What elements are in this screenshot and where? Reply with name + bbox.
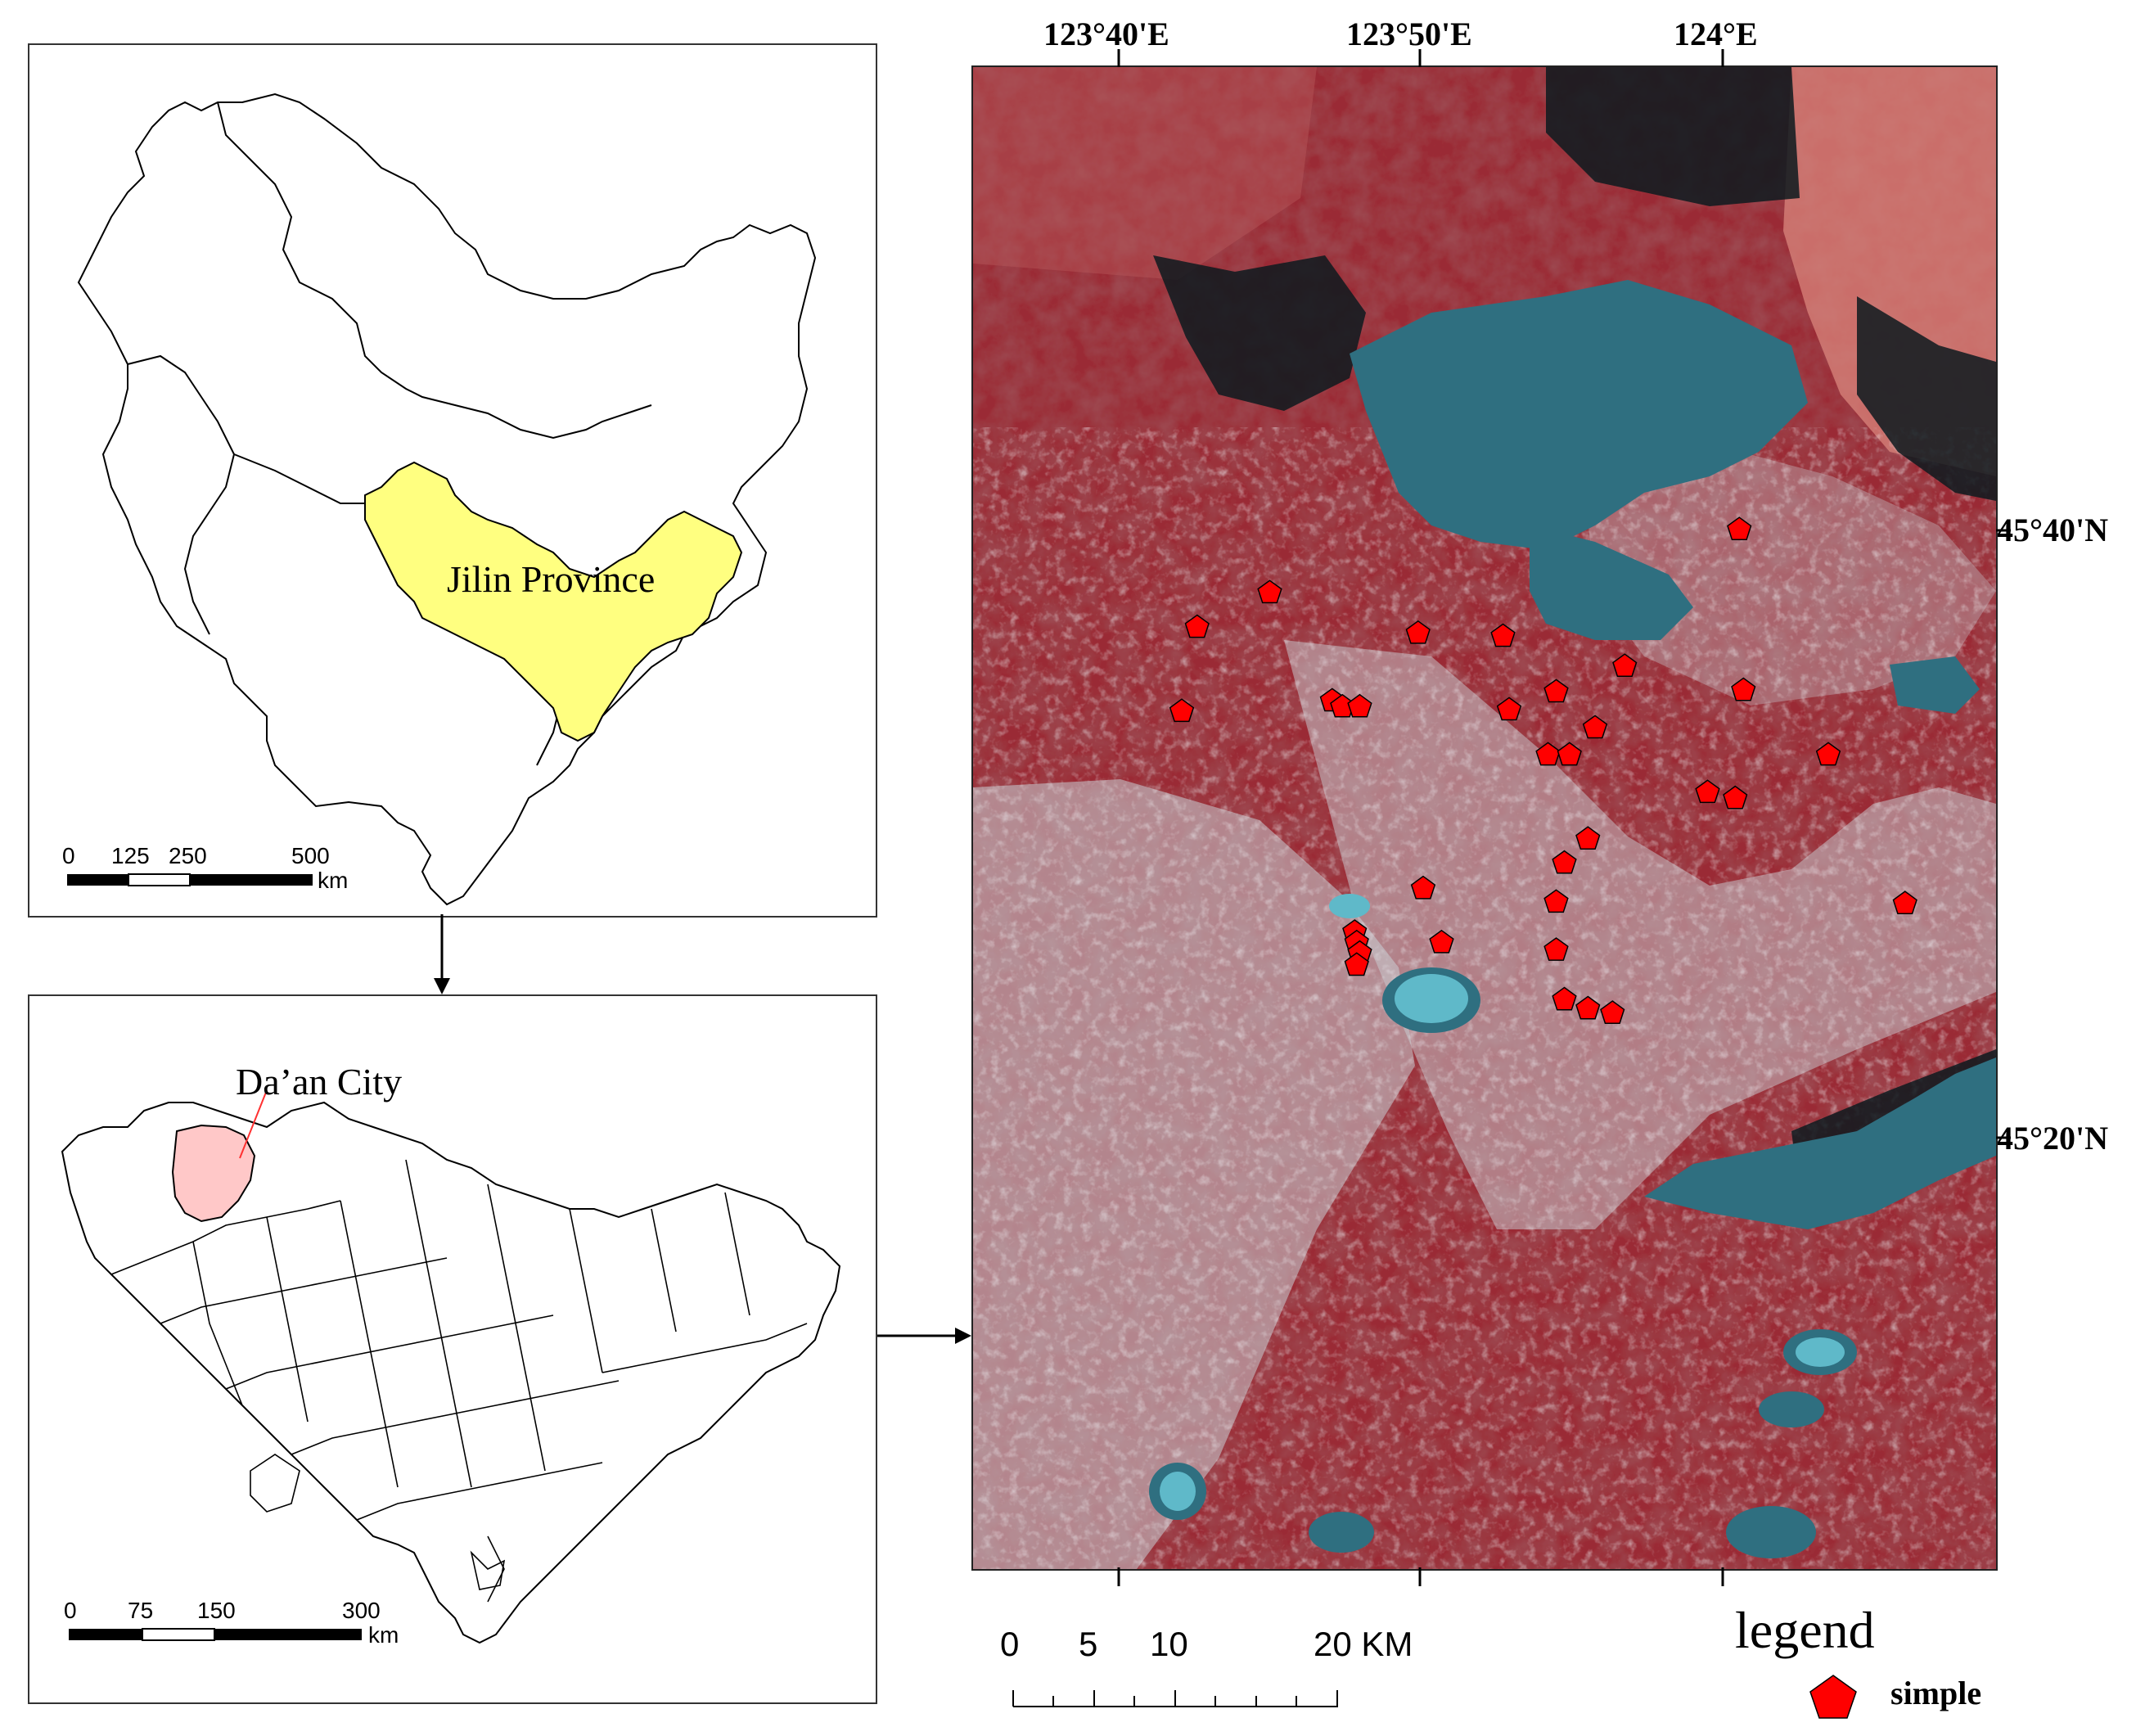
farmland-north bbox=[973, 67, 1317, 280]
sample-point-12 bbox=[1347, 693, 1372, 718]
scale-tick-0: 0 bbox=[62, 843, 75, 868]
scale-unit: km bbox=[318, 868, 348, 893]
sample-point-15 bbox=[1535, 742, 1561, 766]
sample-point-1 bbox=[1727, 516, 1752, 541]
sample-point-2 bbox=[1184, 614, 1210, 638]
saline-land bbox=[973, 427, 1996, 1569]
sample-point-24 bbox=[1892, 891, 1917, 914]
province-boundary-west bbox=[127, 354, 236, 635]
sample-point-20 bbox=[1575, 826, 1601, 850]
jilin-province-label: Jilin Province bbox=[447, 558, 655, 600]
sample-point-7 bbox=[1612, 653, 1638, 678]
sample-point-19 bbox=[1723, 785, 1748, 809]
sample-point-6 bbox=[1490, 623, 1516, 647]
sample-point-32 bbox=[1575, 995, 1601, 1020]
jilin-scale-bar: 0 75 150 300 km bbox=[64, 1598, 399, 1648]
sample-point-23 bbox=[1543, 889, 1569, 913]
sample-point-5 bbox=[1405, 620, 1431, 644]
scale-tick-2: 150 bbox=[197, 1598, 236, 1623]
overview-map-panel: Jilin Province 0 125 250 500 km bbox=[28, 43, 877, 918]
pentagon-icon bbox=[1809, 1675, 1857, 1719]
sample-point-29 bbox=[1344, 952, 1369, 976]
light-water-bodies bbox=[1160, 894, 1845, 1511]
northeast-china-map: Jilin Province 0 125 250 500 km bbox=[62, 92, 817, 906]
jilin-counties-map: Da’an City 0 75 150 300 km bbox=[61, 1061, 841, 1648]
sample-point-3 bbox=[1257, 579, 1282, 604]
latitude-label-2: 45°20'N bbox=[1997, 1120, 2108, 1157]
sample-point-4 bbox=[1169, 698, 1195, 723]
daan-city-shape bbox=[171, 1124, 256, 1223]
scale-tick-2: 250 bbox=[169, 843, 207, 868]
overview-scale-bar: 0 125 250 500 km bbox=[62, 843, 348, 893]
latitude-label-1: 45°40'N bbox=[1997, 512, 2108, 548]
sample-point-30 bbox=[1543, 937, 1569, 961]
sample-point-13 bbox=[1496, 697, 1522, 721]
daan-leader-line bbox=[239, 1089, 268, 1159]
sample-point-31 bbox=[1552, 986, 1577, 1011]
scale-tick-1: 75 bbox=[128, 1598, 153, 1623]
legend-item-label: simple bbox=[1890, 1675, 1982, 1711]
satellite-image bbox=[971, 65, 1998, 1571]
sample-point-25 bbox=[1429, 929, 1454, 954]
scale-unit: km bbox=[368, 1622, 399, 1648]
province-boundary-north bbox=[217, 101, 652, 440]
scale-tick-3: 300 bbox=[342, 1598, 381, 1623]
sample-point-9 bbox=[1731, 677, 1756, 701]
satellite-imagery bbox=[973, 67, 1996, 1569]
sample-point-21 bbox=[1552, 850, 1577, 874]
satellite-scale-tick-1: 5 bbox=[1079, 1625, 1098, 1663]
satellite-scale-tick-3: 20 KM bbox=[1314, 1625, 1413, 1663]
sample-point-17 bbox=[1815, 742, 1841, 766]
scale-tick-3: 500 bbox=[291, 843, 330, 868]
longitude-label-2: 123°50'E bbox=[1346, 16, 1472, 52]
jilin-province-shape bbox=[364, 461, 743, 742]
sample-point-18 bbox=[1695, 779, 1720, 804]
jilin-map-panel: Da’an City 0 75 150 300 km bbox=[28, 994, 877, 1704]
map-ticks bbox=[1117, 49, 2011, 1586]
longitude-label-1: 123°40'E bbox=[1043, 16, 1169, 52]
longitude-label-3: 124°E bbox=[1674, 16, 1758, 52]
daan-city-label: Da’an City bbox=[236, 1061, 402, 1102]
sample-point-14 bbox=[1582, 715, 1608, 739]
sample-point-16 bbox=[1557, 742, 1582, 766]
satellite-scale-bar bbox=[1012, 1690, 1338, 1707]
scale-tick-1: 125 bbox=[111, 843, 150, 868]
sample-point-8 bbox=[1543, 679, 1569, 703]
arrow-right-icon bbox=[877, 1328, 971, 1344]
satellite-scale-tick-0: 0 bbox=[1000, 1625, 1020, 1663]
sample-point-22 bbox=[1410, 875, 1436, 900]
sample-points bbox=[1169, 516, 1917, 1024]
northeast-region-outline bbox=[77, 92, 817, 906]
jilin-outline bbox=[61, 1101, 841, 1644]
sample-point-33 bbox=[1600, 1000, 1625, 1024]
scale-tick-0: 0 bbox=[64, 1598, 77, 1623]
arrow-down-icon bbox=[434, 914, 450, 994]
county-boundaries bbox=[110, 1159, 808, 1603]
legend-title: legend bbox=[1735, 1601, 1875, 1659]
satellite-scale-tick-2: 10 bbox=[1150, 1625, 1188, 1663]
